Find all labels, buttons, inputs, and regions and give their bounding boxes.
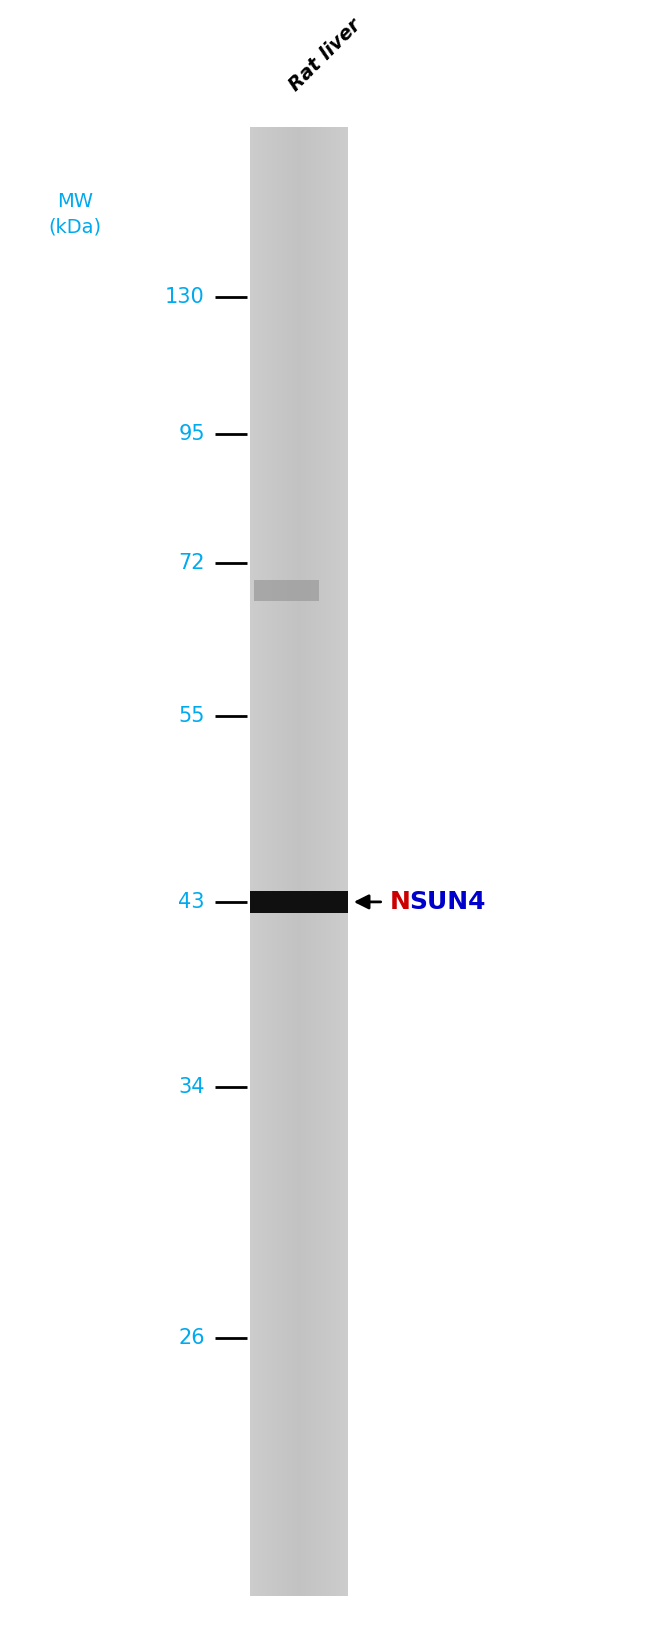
Bar: [277, 128, 280, 1595]
Text: 43: 43: [178, 892, 205, 911]
Text: MW
(kDa): MW (kDa): [48, 191, 101, 236]
Bar: [318, 128, 321, 1595]
Bar: [326, 128, 328, 1595]
Bar: [287, 128, 289, 1595]
Bar: [289, 128, 292, 1595]
Bar: [250, 890, 348, 913]
Bar: [263, 128, 265, 1595]
Bar: [345, 128, 348, 1595]
Bar: [292, 128, 294, 1595]
Bar: [257, 128, 260, 1595]
Bar: [324, 128, 326, 1595]
Text: SUN4: SUN4: [410, 890, 486, 915]
Bar: [267, 128, 270, 1595]
Bar: [250, 128, 253, 1595]
Bar: [333, 128, 335, 1595]
Text: 130: 130: [165, 286, 205, 308]
Bar: [296, 128, 299, 1595]
Bar: [265, 128, 267, 1595]
Bar: [306, 128, 309, 1595]
Bar: [270, 128, 272, 1595]
Bar: [331, 128, 333, 1595]
Text: 55: 55: [178, 707, 205, 726]
Bar: [313, 128, 316, 1595]
Bar: [316, 128, 318, 1595]
Text: 26: 26: [178, 1327, 205, 1348]
Bar: [335, 128, 338, 1595]
Bar: [253, 128, 255, 1595]
Bar: [341, 128, 343, 1595]
Bar: [311, 128, 313, 1595]
Text: Rat liver: Rat liver: [285, 16, 365, 95]
Bar: [304, 128, 306, 1595]
Text: N: N: [390, 890, 411, 915]
Bar: [280, 128, 282, 1595]
Bar: [328, 128, 331, 1595]
Bar: [338, 128, 341, 1595]
Text: 95: 95: [178, 424, 205, 443]
Bar: [285, 128, 287, 1595]
Bar: [254, 581, 318, 600]
Bar: [272, 128, 274, 1595]
Text: 34: 34: [178, 1078, 205, 1098]
Bar: [299, 128, 302, 1595]
Bar: [343, 128, 345, 1595]
Bar: [250, 128, 348, 1595]
Bar: [274, 128, 277, 1595]
Bar: [321, 128, 324, 1595]
Bar: [309, 128, 311, 1595]
Bar: [260, 128, 263, 1595]
Bar: [282, 128, 285, 1595]
Bar: [302, 128, 304, 1595]
Bar: [294, 128, 296, 1595]
Text: 72: 72: [178, 553, 205, 573]
Bar: [255, 128, 257, 1595]
